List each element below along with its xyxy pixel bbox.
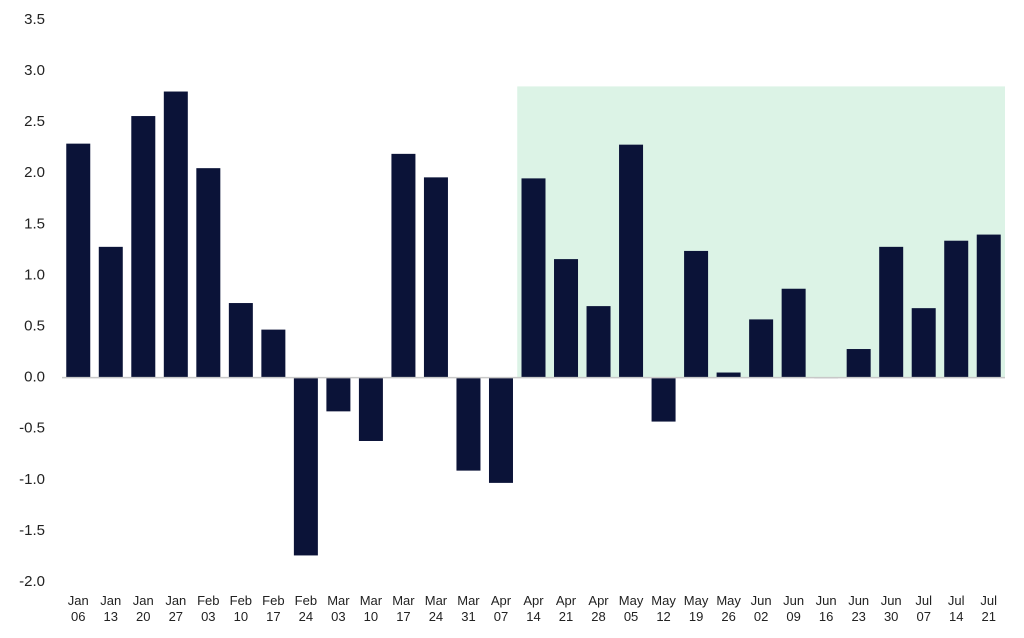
x-tick-label-box: Jan 13 [100,593,122,624]
x-tick-label-box: Jan 27 [165,593,187,624]
x-tick-label: Feb 24 [294,593,318,624]
x-tick-label: Jun 09 [783,593,805,624]
y-tick-label: 3.5 [24,11,45,28]
x-tick-label-box: May 12 [651,593,676,624]
bar [619,144,644,378]
x-tick-label-box: May 05 [618,593,644,624]
bar [781,288,806,378]
x-tick-label-box: Mar 31 [457,593,480,624]
x-tick-label: Jun 23 [848,593,870,624]
x-tick-label: Jul 21 [980,593,998,624]
bar [976,234,1001,378]
x-tick-label-box: Jul 07 [915,593,933,624]
bar [228,303,253,378]
x-tick-label-box: Jun 09 [783,593,805,624]
y-tick-label: -0.5 [19,420,45,437]
bar [879,246,904,378]
x-tick-label-box: Jun 02 [750,593,772,624]
x-tick-label: Apr 21 [555,593,577,624]
bar [391,153,416,378]
bar [98,246,123,378]
bar [293,377,318,556]
bar [521,178,546,378]
x-tick-label: Mar 10 [359,593,383,624]
x-tick-label-box: Mar 17 [392,593,415,624]
x-tick-label-box: Feb 10 [229,593,253,624]
x-tick-label: Mar 31 [457,593,480,624]
bar [163,91,188,378]
x-tick-label: Feb 17 [262,593,285,624]
bar [846,349,871,378]
x-tick-label: Jan 27 [165,593,187,624]
x-tick-label-box: Apr 28 [588,593,609,624]
bar [131,116,156,378]
bar [423,177,448,378]
bar [66,143,91,378]
bar [944,240,969,378]
x-tick-label: Jan 13 [100,593,122,624]
bar [326,377,351,412]
x-tick-label: Apr 07 [490,593,512,624]
bar [586,306,611,378]
bar [651,377,676,422]
x-tick-label: Jun 16 [815,593,837,624]
bar [196,168,221,378]
x-tick-label-box: Jun 16 [815,593,837,624]
x-tick-label: Jun 30 [880,593,902,624]
x-tick-label: May 05 [618,593,644,624]
x-tick-label-box: Jan 20 [132,593,154,624]
x-tick-label: May 26 [716,593,741,624]
x-tick-label: May 19 [683,593,709,624]
bar [456,377,481,471]
x-tick-label-box: May 26 [716,593,741,624]
x-tick-label-box: Jul 21 [980,593,998,624]
bar [911,308,936,378]
x-tick-label-box: May 19 [683,593,709,624]
y-tick-label: 2.5 [24,113,45,130]
bar [716,372,741,378]
x-tick-label: Feb 10 [229,593,253,624]
x-tick-label: Jan 20 [132,593,154,624]
x-tick-label: Jul 14 [947,593,965,624]
y-tick-label: 0.0 [24,369,45,386]
y-tick-label: 1.5 [24,215,45,232]
x-tick-label-box: Feb 03 [197,593,220,624]
x-tick-label: Jul 07 [915,593,933,624]
x-tick-label-box: Apr 21 [555,593,577,624]
x-tick-label: Mar 24 [424,593,448,624]
x-tick-label: Mar 03 [327,593,350,624]
x-tick-label: Feb 03 [197,593,220,624]
x-tick-label: Mar 17 [392,593,415,624]
x-tick-label: Jun 02 [750,593,772,624]
x-tick-label-box: Mar 24 [424,593,448,624]
x-tick-label-box: Jul 14 [947,593,965,624]
x-tick-label: Apr 28 [588,593,609,624]
y-tick-label: -1.0 [19,471,45,488]
x-tick-label-box: Mar 10 [359,593,383,624]
x-tick-label-box: Apr 07 [490,593,512,624]
x-tick-label: Apr 14 [523,593,544,624]
x-tick-label-box: Jun 23 [848,593,870,624]
bar [554,259,579,378]
y-tick-label: 1.0 [24,266,45,283]
bar [749,319,774,378]
y-tick-label: 0.5 [24,318,45,335]
x-tick-label-box: Feb 24 [294,593,318,624]
x-tick-label: Jan 06 [67,593,89,624]
x-tick-label-box: Jun 30 [880,593,902,624]
y-tick-label: -1.5 [19,522,45,539]
x-tick-label-box: Mar 03 [327,593,350,624]
y-tick-label: -2.0 [19,573,45,590]
y-tick-label: 2.0 [24,164,45,181]
y-tick-label: 3.0 [24,62,45,79]
bar [488,377,513,483]
x-tick-label-box: Jan 06 [67,593,89,624]
bar [358,377,383,441]
bar [261,329,286,378]
x-tick-label-box: Apr 14 [523,593,544,624]
x-tick-label: May 12 [651,593,676,624]
x-tick-label-box: Feb 17 [262,593,285,624]
bar [684,250,709,378]
